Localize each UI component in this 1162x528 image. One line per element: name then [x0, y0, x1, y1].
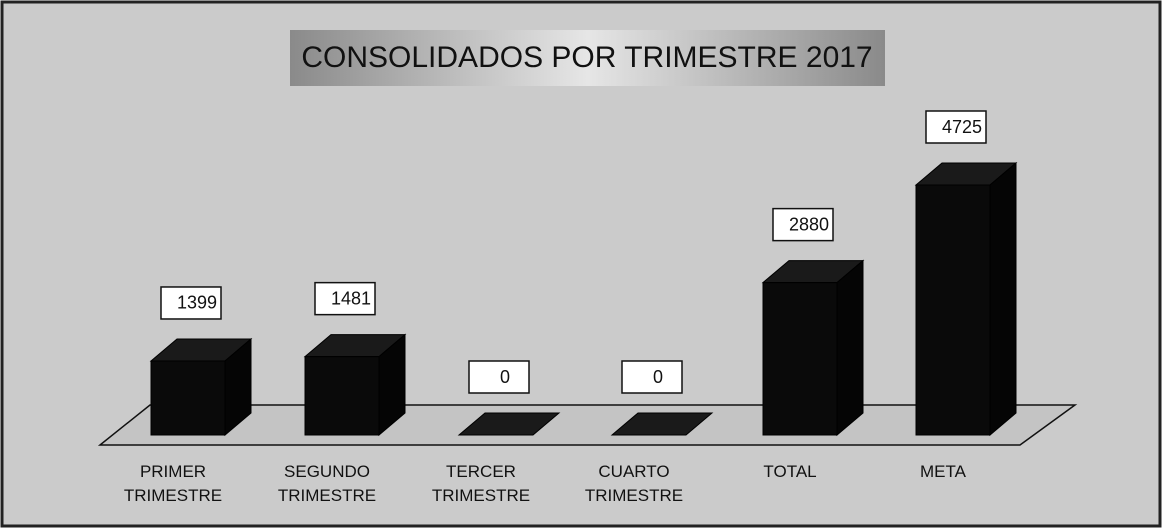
x-tick-label: SEGUNDO TRIMESTRE: [277, 462, 377, 505]
value-label-box: [621, 360, 683, 394]
bar-top: [457, 412, 561, 436]
value-label-box: [160, 286, 222, 320]
bar-front: [150, 360, 226, 436]
value-label: 0: [500, 367, 510, 387]
value-label-box: [314, 281, 376, 316]
bar: [761, 259, 865, 437]
value-label-box: [772, 207, 834, 242]
value-label: 1399: [177, 293, 217, 313]
bar-front: [915, 184, 991, 436]
x-tick-label: CUARTO TRIMESTRE: [584, 462, 684, 505]
bar: [610, 412, 714, 436]
x-tick-label: TOTAL: [763, 462, 817, 481]
x-tick-label: META: [920, 462, 966, 481]
bar: [914, 161, 1018, 437]
value-label: 2880: [789, 214, 829, 234]
value-label-box: [468, 360, 530, 394]
bar: [149, 337, 253, 437]
value-label: 1481: [331, 288, 371, 308]
x-tick-label: TERCER TRIMESTRE: [431, 462, 531, 505]
title-box: [290, 30, 885, 86]
bar: [303, 333, 407, 437]
bar-front: [304, 356, 380, 436]
bar-front: [762, 282, 838, 436]
value-label: 0: [653, 367, 663, 387]
bar-side: [989, 161, 1017, 437]
bar-top: [610, 412, 714, 436]
value-label: 4725: [942, 117, 982, 137]
bar: [457, 412, 561, 436]
chart-title: CONSOLIDADOS POR TRIMESTRE 2017: [301, 41, 872, 74]
value-label-box: [925, 110, 987, 144]
bar-side: [836, 259, 864, 437]
x-tick-label: PRIMER TRIMESTRE: [123, 462, 223, 505]
